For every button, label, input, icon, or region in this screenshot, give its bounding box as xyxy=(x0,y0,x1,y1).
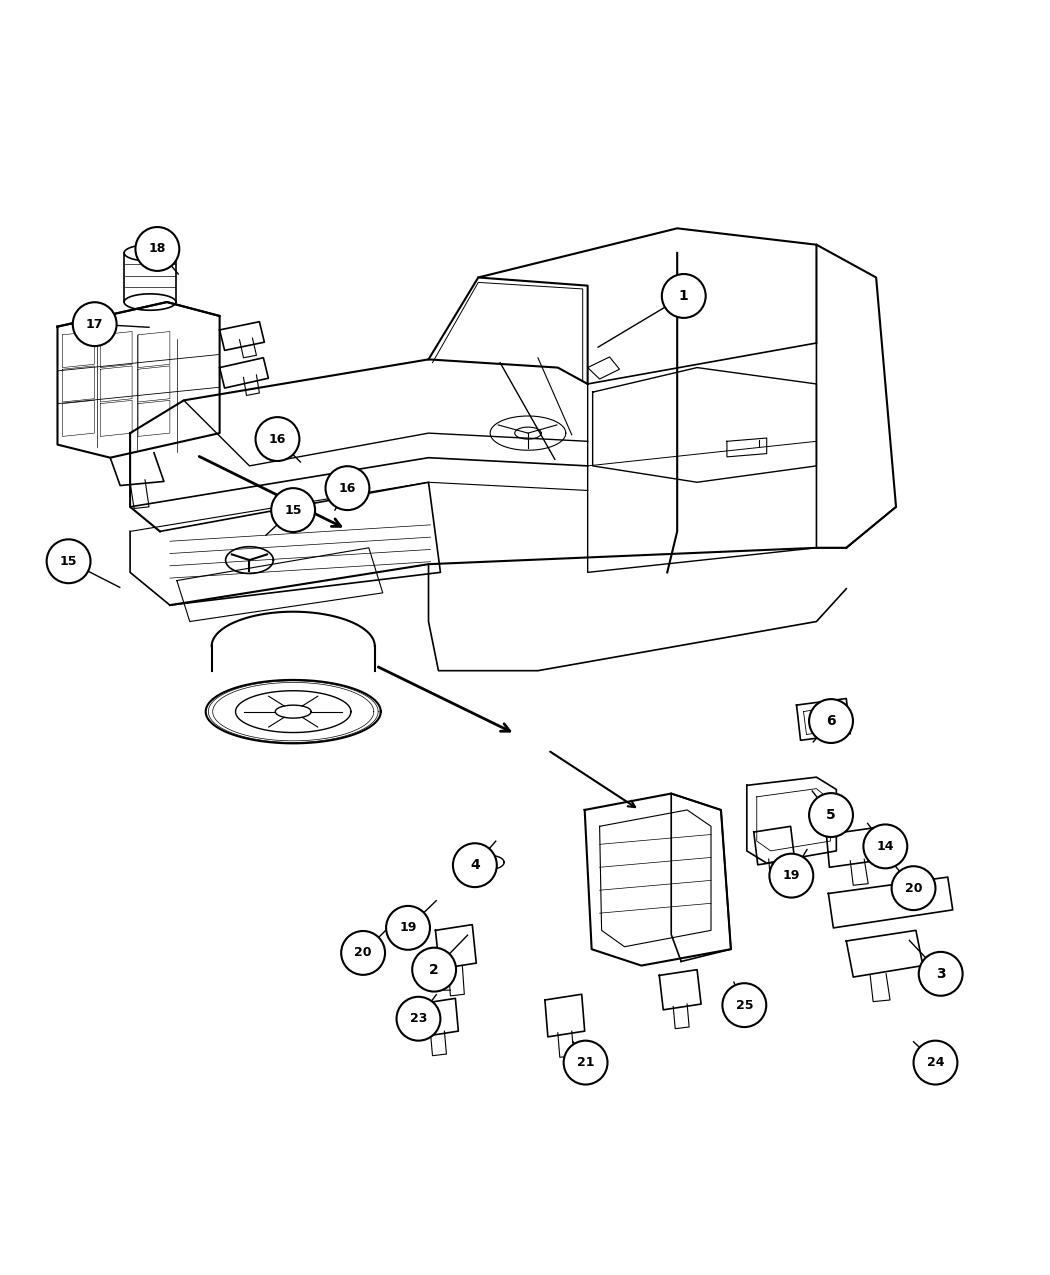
Circle shape xyxy=(914,1040,958,1085)
Text: 16: 16 xyxy=(269,432,287,445)
Text: 4: 4 xyxy=(470,858,480,872)
Circle shape xyxy=(255,417,299,462)
Circle shape xyxy=(72,302,117,346)
Text: 1: 1 xyxy=(679,289,689,303)
Circle shape xyxy=(891,866,936,910)
Circle shape xyxy=(863,825,907,868)
Text: 21: 21 xyxy=(576,1056,594,1070)
Circle shape xyxy=(46,539,90,583)
Text: 20: 20 xyxy=(354,946,372,959)
Text: 6: 6 xyxy=(826,714,836,728)
Text: 5: 5 xyxy=(826,808,836,822)
Circle shape xyxy=(564,1040,608,1085)
Text: 19: 19 xyxy=(782,870,800,882)
Circle shape xyxy=(810,793,853,836)
Circle shape xyxy=(135,227,180,270)
Circle shape xyxy=(810,699,853,743)
Text: 15: 15 xyxy=(60,555,78,567)
Text: 23: 23 xyxy=(410,1012,427,1025)
Circle shape xyxy=(453,843,497,887)
Circle shape xyxy=(770,854,814,898)
Text: 24: 24 xyxy=(927,1056,944,1070)
Circle shape xyxy=(397,997,440,1040)
Circle shape xyxy=(341,931,385,975)
Circle shape xyxy=(326,467,370,510)
Text: 3: 3 xyxy=(936,966,945,980)
Circle shape xyxy=(386,907,429,950)
Circle shape xyxy=(271,488,315,532)
Circle shape xyxy=(413,947,456,992)
Text: 18: 18 xyxy=(149,242,166,255)
Text: 19: 19 xyxy=(399,922,417,935)
Text: 15: 15 xyxy=(285,504,302,516)
Text: 2: 2 xyxy=(429,963,439,977)
Circle shape xyxy=(919,952,963,996)
Text: 20: 20 xyxy=(905,882,922,895)
Text: 17: 17 xyxy=(86,317,104,330)
Text: 25: 25 xyxy=(736,998,753,1011)
Circle shape xyxy=(662,274,706,317)
Circle shape xyxy=(722,983,766,1028)
Text: 14: 14 xyxy=(877,840,895,853)
Text: 16: 16 xyxy=(339,482,356,495)
